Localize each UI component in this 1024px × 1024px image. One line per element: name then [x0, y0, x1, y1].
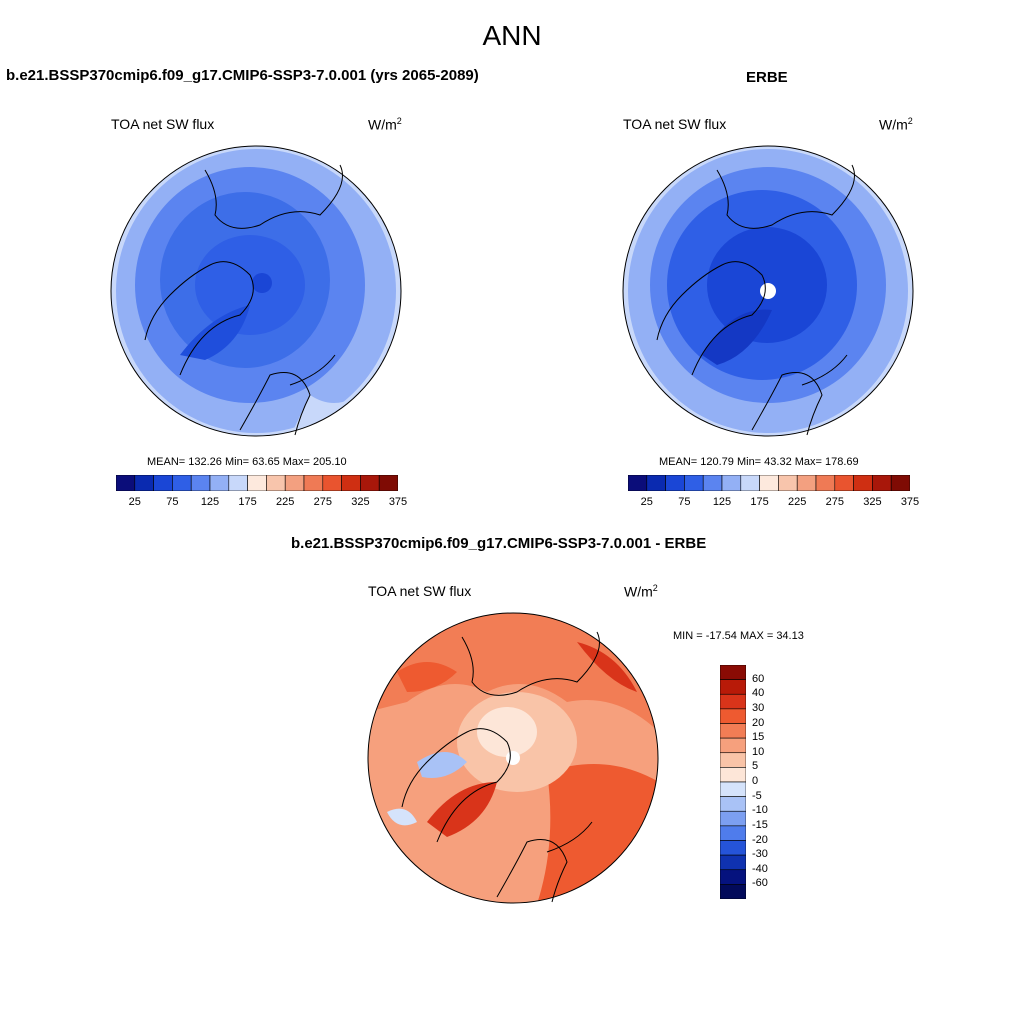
diff-polar-map — [367, 612, 659, 904]
diff-colorbar-swatch-2 — [720, 693, 746, 710]
model-colorbar-swatch-1 — [134, 475, 154, 491]
obs-colorbar-swatch-8 — [778, 475, 798, 491]
diff-colorbar-swatch-15 — [720, 884, 746, 899]
obs-colorbar-swatch-10 — [815, 475, 836, 491]
model-colorbar-swatch-12 — [341, 475, 361, 491]
obs-colorbar-tick-label: 125 — [712, 496, 732, 508]
diff-colorbar-tick-label: -20 — [752, 833, 768, 846]
diff-colorbar-swatch-0 — [720, 665, 746, 680]
diff-colorbar-tick-label: 0 — [752, 775, 759, 787]
obs-variable-label: TOA net SW flux — [623, 116, 727, 132]
diff-case-title: b.e21.BSSP370cmip6.f09_g17.CMIP6-SSP3-7.… — [291, 535, 707, 552]
model-units-label: W/m2 — [368, 116, 402, 133]
diff-colorbar-swatch-1 — [720, 679, 746, 695]
obs-colorbar-tick-label: 75 — [678, 496, 691, 508]
obs-colorbar-swatch-5 — [721, 475, 742, 491]
obs-colorbar-swatch-14 — [890, 475, 910, 491]
diff-colorbar-tick-label: -5 — [752, 789, 762, 802]
diff-colorbar-tick-label: 60 — [752, 672, 765, 685]
diff-colorbar-labels: 60 40 30 20 15 10 5 0 -5 -10 -15 -20 -30 -40 -60 — [752, 665, 792, 899]
obs-colorbar-tick-label: 25 — [640, 496, 653, 508]
model-colorbar-tick-label: 275 — [313, 496, 332, 508]
figure-title: ANN — [482, 20, 542, 51]
diff-colorbar-swatch-12 — [720, 840, 746, 856]
diff-colorbar-swatch-9 — [720, 796, 746, 812]
obs-colorbar-swatch-3 — [684, 475, 704, 491]
model-colorbar-tick-label: 375 — [388, 496, 408, 508]
diff-colorbar-swatch-7 — [720, 767, 746, 783]
model-colorbar-tick-label: 125 — [200, 496, 220, 508]
obs-colorbar-swatch-1 — [646, 475, 666, 491]
model-colorbar-swatch-8 — [266, 475, 286, 491]
diff-colorbar-tick-label: 30 — [752, 701, 765, 714]
diff-colorbar-swatch-3 — [720, 708, 746, 724]
model-colorbar-tick-label: 225 — [276, 496, 295, 508]
model-colorbar-tick-label: 325 — [351, 496, 370, 508]
obs-colorbar-tick-label: 375 — [900, 496, 920, 508]
model-colorbar-swatch-7 — [247, 475, 267, 491]
model-colorbar-swatch-13 — [360, 475, 380, 491]
diff-colorbar-tick-label: 10 — [752, 745, 765, 758]
obs-colorbar-swatch-4 — [702, 475, 723, 491]
diff-colorbar-tick-label: -15 — [752, 818, 768, 831]
diff-colorbar-swatch-11 — [720, 825, 746, 841]
diff-stats: MIN = -17.54 MAX = 34.13 — [673, 630, 804, 642]
obs-colorbar-tick-label: 225 — [788, 496, 807, 508]
diff-colorbar-tick-label: -60 — [752, 877, 768, 890]
model-colorbar-tick-label: 175 — [238, 496, 257, 508]
diff-variable-label: TOA net SW flux — [368, 583, 472, 599]
diff-colorbar-swatch-13 — [720, 854, 746, 871]
model-colorbar-swatch-6 — [228, 475, 248, 491]
diff-colorbar-tick-label: 15 — [752, 731, 765, 744]
model-colorbar-tick-label: 75 — [166, 496, 179, 508]
obs-colorbar-swatch-9 — [796, 475, 817, 491]
obs-colorbar-swatch-0 — [628, 475, 648, 491]
model-colorbar-swatch-10 — [303, 475, 324, 491]
diff-colorbar-tick-label: 40 — [752, 687, 765, 700]
model-colorbar-swatch-9 — [284, 475, 305, 491]
diff-colorbar-swatch-4 — [720, 723, 746, 739]
obs-case-title: ERBE — [746, 69, 788, 86]
model-colorbar-swatch-5 — [209, 475, 230, 491]
diff-colorbar-swatch-6 — [720, 752, 746, 768]
model-colorbar-swatch-0 — [116, 475, 136, 491]
obs-colorbar-swatch-13 — [872, 475, 892, 491]
diff-colorbar-tick-label: -10 — [752, 804, 768, 817]
obs-colorbar-tick-label: 175 — [750, 496, 769, 508]
diff-colorbar-tick-label: -30 — [752, 848, 768, 861]
model-colorbar-swatch-2 — [153, 475, 173, 491]
model-colorbar-tick-label: 25 — [128, 496, 141, 508]
diff-colorbar-tick-label: -40 — [752, 862, 768, 875]
model-stats: MEAN= 132.26 Min= 63.65 Max= 205.10 — [147, 456, 347, 468]
diff-colorbar-swatch-5 — [720, 737, 746, 754]
obs-colorbar — [628, 475, 910, 491]
diff-colorbar-swatch-8 — [720, 781, 746, 797]
model-colorbar-swatch-11 — [322, 475, 342, 491]
model-colorbar-swatch-3 — [172, 475, 192, 491]
model-polar-map — [110, 145, 402, 437]
model-colorbar-labels: 25 75 125 175 225 275 325 375 — [116, 496, 408, 510]
obs-colorbar-swatch-11 — [834, 475, 854, 491]
model-colorbar — [116, 475, 398, 491]
obs-colorbar-swatch-7 — [759, 475, 779, 491]
diff-colorbar — [720, 665, 746, 899]
obs-colorbar-swatch-12 — [853, 475, 873, 491]
obs-stats: MEAN= 120.79 Min= 43.32 Max= 178.69 — [659, 456, 859, 468]
obs-colorbar-tick-label: 325 — [863, 496, 882, 508]
diff-colorbar-tick-label: 5 — [752, 760, 759, 773]
diff-units-label: W/m2 — [624, 583, 658, 600]
diff-colorbar-tick-label: 20 — [752, 716, 765, 729]
obs-colorbar-swatch-6 — [740, 475, 760, 491]
diff-colorbar-swatch-14 — [720, 869, 746, 885]
model-case-title: b.e21.BSSP370cmip6.f09_g17.CMIP6-SSP3-7.… — [6, 67, 479, 84]
model-variable-label: TOA net SW flux — [111, 116, 215, 132]
obs-polar-map — [622, 145, 914, 437]
obs-colorbar-swatch-2 — [665, 475, 685, 491]
obs-colorbar-labels: 25 75 125 175 225 275 325 375 — [628, 496, 920, 510]
model-colorbar-swatch-14 — [378, 475, 398, 491]
obs-units-label: W/m2 — [879, 116, 913, 133]
obs-colorbar-tick-label: 275 — [825, 496, 844, 508]
model-colorbar-swatch-4 — [190, 475, 211, 491]
diff-colorbar-swatch-10 — [720, 810, 746, 827]
